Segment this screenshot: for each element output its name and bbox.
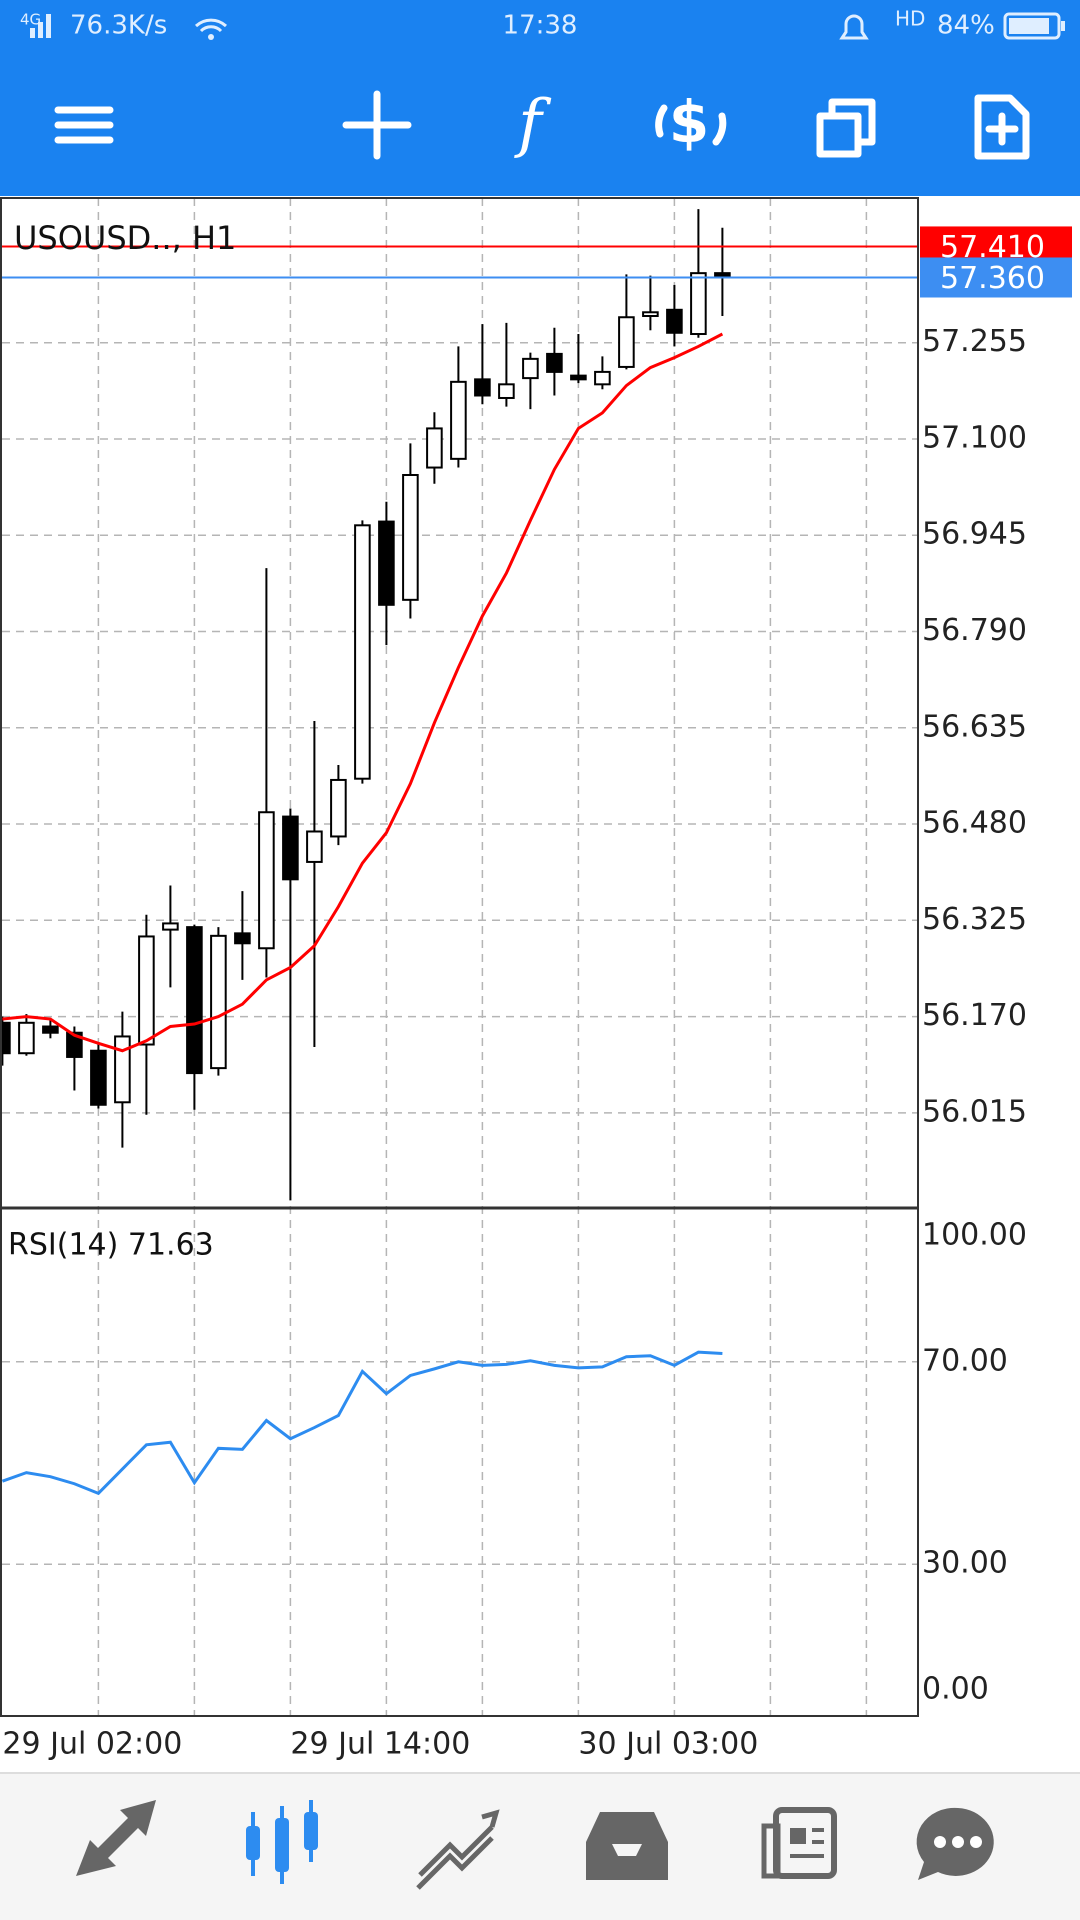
- hd: HD: [895, 7, 925, 31]
- candle-body: [690, 272, 707, 336]
- signal: [46, 14, 51, 38]
- y-tick-label: 57.255: [922, 324, 1027, 359]
- candle-body: [138, 935, 155, 1046]
- nav-bg: [0, 1773, 1080, 1920]
- plot: 57.255 57.100 56.945 56.790 56.635 56.480 56.3…: [0, 198, 1072, 1762]
- candle-body: [18, 1021, 35, 1055]
- candle-body: [0, 1021, 11, 1055]
- candle-body: [426, 427, 443, 469]
- candle-body: [258, 811, 275, 950]
- y-tick-label: 70.00: [922, 1343, 1008, 1378]
- candle-body: [642, 311, 659, 318]
- news-icon: [790, 1828, 824, 1858]
- bottom-nav: [0, 1772, 1080, 1920]
- y-tick-label: 56.635: [922, 709, 1027, 744]
- battery: [1003, 12, 1061, 40]
- x-tick-label: 30 Jul 03:00: [578, 1727, 758, 1762]
- wifi: [208, 34, 214, 40]
- top-bar: [0, 0, 1080, 196]
- y-tick-label: 56.170: [922, 998, 1027, 1033]
- chart-frame: [0, 197, 919, 1717]
- candle-body: [522, 357, 539, 380]
- dollar-icon: $: [669, 88, 709, 156]
- candle-body: [474, 378, 491, 397]
- y-tick-label: 56.790: [922, 613, 1027, 648]
- signal: [30, 28, 35, 38]
- clock: 17:38: [503, 11, 578, 41]
- candle-body: [114, 1035, 131, 1104]
- wick-icon: [251, 1812, 255, 1876]
- candle-body: [402, 473, 419, 601]
- candle-body: [306, 830, 323, 863]
- candle-body: [498, 383, 515, 399]
- price-tag: [920, 257, 1072, 298]
- candle-body: [42, 1025, 59, 1034]
- network: 4G: [20, 11, 41, 29]
- chart-tab[interactable]: [246, 1800, 318, 1884]
- chat-tab[interactable]: [916, 1807, 994, 1880]
- arrows-icon: [655, 104, 727, 146]
- wick-icon: [309, 1800, 313, 1862]
- quotes-tab[interactable]: [76, 1800, 156, 1876]
- y-tick-label: 30.00: [922, 1546, 1008, 1581]
- x-tick-label: 29 Jul 14:00: [290, 1727, 470, 1762]
- new-order-button[interactable]: [974, 94, 1030, 160]
- candle-body: [330, 778, 347, 838]
- candle-body: [570, 374, 587, 381]
- net-speed: 76.3K/s: [70, 11, 167, 41]
- candle-body: [354, 524, 371, 780]
- moving-average: [2, 332, 724, 1053]
- y-tick-label: 56.015: [922, 1094, 1027, 1129]
- candle-body: [210, 934, 227, 1070]
- y-tick-label: 56.480: [922, 806, 1027, 841]
- news-icon: [790, 1828, 806, 1844]
- news-tab[interactable]: [761, 1807, 837, 1879]
- battery-tip: [1061, 21, 1065, 31]
- candle-body: [162, 922, 179, 931]
- signal: [38, 22, 43, 38]
- crosshair-button[interactable]: [342, 90, 412, 160]
- price-tag-label: 57.360: [940, 261, 1045, 296]
- battery-percent: 84%: [937, 11, 995, 41]
- rsi-label: RSI(14) 71.63: [8, 1228, 214, 1263]
- candle-body: [666, 308, 683, 334]
- status-bar: 4G 76.3K/s 17:38 HD 84%: [20, 7, 1065, 41]
- news-icon: [761, 1823, 781, 1879]
- symbol-label: USOUSD.., H1: [14, 219, 236, 257]
- rsi-line: [1, 1350, 723, 1496]
- dot: [934, 1836, 946, 1848]
- candle-body: [378, 520, 395, 606]
- history-tab[interactable]: [586, 1812, 668, 1880]
- y-tick-label: 56.325: [922, 902, 1027, 937]
- candle-body: [618, 316, 635, 368]
- battery-level: [1009, 18, 1049, 34]
- x-tick-label: 29 Jul 02:00: [2, 1727, 182, 1762]
- candle-body: [186, 926, 203, 1075]
- y-tick-label: 56.945: [922, 517, 1027, 552]
- y-tick-label: 100.00: [922, 1218, 1027, 1253]
- trade-tab[interactable]: [416, 1809, 500, 1890]
- wifi: [194, 18, 228, 33]
- candle-body: [234, 932, 251, 945]
- windows-button[interactable]: [816, 98, 876, 158]
- candle-body: [66, 1031, 83, 1058]
- candle-body: [90, 1049, 107, 1106]
- dot: [970, 1836, 982, 1848]
- y-tick-label: 0.00: [922, 1672, 989, 1707]
- alarm-off: [839, 14, 869, 40]
- menu-button[interactable]: [54, 106, 114, 144]
- wick-icon: [280, 1806, 284, 1884]
- candle-body: [450, 380, 467, 460]
- y-tick-label: 57.100: [922, 420, 1027, 455]
- trade-button[interactable]: $: [655, 88, 727, 156]
- dot: [952, 1836, 964, 1848]
- candle-body: [282, 815, 299, 881]
- candle-body: [546, 352, 563, 373]
- candle-body: [594, 370, 611, 386]
